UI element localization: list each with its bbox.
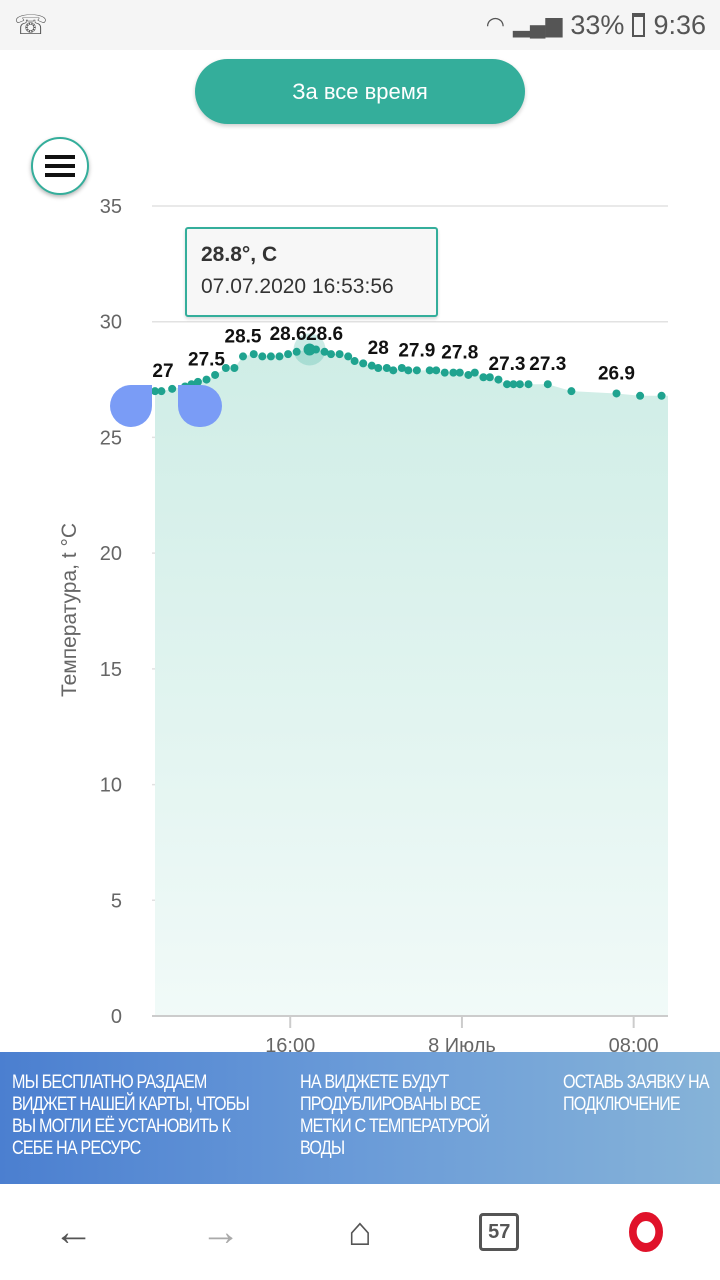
banner-text-2: На виджете будут продублированы все метк…: [300, 1072, 490, 1159]
data-point: [503, 380, 512, 389]
back-icon[interactable]: ←: [53, 1209, 94, 1254]
battery-icon: [632, 13, 646, 37]
data-point: [275, 352, 284, 361]
data-label: 27: [152, 361, 173, 382]
data-point: [292, 347, 301, 356]
area-fill: [155, 349, 668, 1016]
data-point: [359, 359, 368, 368]
data-label: 26.9: [598, 363, 635, 384]
overlay-handle-right[interactable]: [178, 385, 222, 427]
data-point: [389, 366, 398, 375]
widget-ad-banner[interactable]: Мы бесплатно раздаем виджет нашей карты,…: [0, 1052, 720, 1184]
data-point: [479, 373, 488, 382]
data-point: [367, 361, 376, 370]
status-bar: ☏ ◠ ▂▄▆ 33% 9:36: [0, 0, 720, 50]
y-tick-label: 25: [100, 427, 122, 449]
y-tick-label: 20: [100, 543, 122, 565]
data-point: [193, 377, 202, 386]
data-point: [350, 357, 359, 366]
home-icon[interactable]: ⌂: [347, 1209, 373, 1254]
data-label: 27.9: [398, 340, 435, 361]
data-point: [470, 368, 479, 377]
data-point: [509, 380, 518, 389]
data-point: [524, 380, 533, 389]
data-label: 27.5: [188, 350, 225, 371]
wifi-icon: ◠: [485, 12, 505, 37]
y-axis-label: Температура, t °C: [58, 523, 81, 697]
y-tick-label: 5: [111, 890, 122, 912]
data-point: [221, 364, 230, 372]
data-point: [202, 375, 211, 384]
data-label: 28: [368, 338, 389, 359]
data-point: [327, 350, 336, 359]
data-point: [494, 375, 503, 384]
data-point: [397, 364, 406, 372]
y-tick-label: 30: [100, 312, 122, 334]
data-point: [425, 366, 434, 375]
battery-level: 33%: [570, 9, 625, 40]
clock: 9:36: [653, 9, 706, 40]
data-point: [157, 387, 166, 396]
data-point: [151, 387, 159, 396]
tabs-button[interactable]: 57: [479, 1213, 520, 1251]
data-point: [374, 364, 383, 372]
period-button[interactable]: За все время: [195, 59, 525, 124]
y-tick-label: 0: [111, 1006, 122, 1028]
highlighted-point: [303, 343, 316, 356]
data-point: [168, 384, 177, 393]
data-point: [636, 391, 645, 400]
data-label: 27.3: [489, 354, 526, 375]
data-point: [249, 350, 258, 359]
data-label: 28.6: [306, 324, 343, 345]
data-point: [211, 370, 220, 379]
overlay-handle-left[interactable]: [110, 385, 152, 427]
data-point: [657, 391, 666, 400]
data-point: [382, 364, 391, 372]
data-point: [230, 364, 239, 372]
opera-icon[interactable]: [629, 1212, 664, 1252]
x-tick-label: 16:00: [265, 1035, 315, 1057]
data-point: [404, 366, 413, 375]
chart-tooltip: 28.8°, C 07.07.2020 16:53:56: [185, 227, 438, 317]
data-point: [258, 352, 267, 361]
forward-icon[interactable]: →: [200, 1209, 241, 1254]
data-point: [455, 368, 464, 377]
x-tick-label: 8 Июль: [428, 1035, 496, 1057]
data-label: 28.6: [270, 324, 307, 345]
data-point: [440, 368, 449, 377]
data-point: [612, 389, 621, 398]
banner-text-1: Мы бесплатно раздаем виджет нашей карты,…: [12, 1072, 250, 1159]
data-point: [412, 366, 421, 375]
hamburger-icon: [45, 155, 75, 159]
data-point: [320, 347, 329, 356]
data-point: [449, 368, 458, 377]
x-tick-label: 08:00: [609, 1035, 659, 1057]
data-label: 27.8: [441, 343, 478, 364]
y-tick-label: 35: [100, 196, 122, 218]
banner-text-3: Оставь заявку на подключение: [563, 1072, 710, 1115]
data-point: [485, 373, 494, 382]
data-point: [335, 350, 344, 359]
data-point: [344, 352, 353, 361]
data-point: [567, 387, 576, 396]
data-point: [284, 350, 293, 359]
browser-nav-bar: ← → ⌂ 57: [0, 1184, 720, 1280]
temperature-chart: 0 5 10 15 20 25 30 35 16:00 8 Июль 08:00 Температур…: [58, 196, 668, 1057]
data-label: 28.5: [225, 326, 262, 347]
data-point: [515, 380, 524, 389]
y-tick-label: 10: [100, 775, 122, 797]
signal-icon: ▂▄▆: [512, 12, 563, 37]
data-label: 27.3: [529, 354, 566, 375]
data-point: [464, 370, 473, 379]
tooltip-value: 28.8°, C: [201, 243, 278, 266]
data-point: [239, 352, 248, 361]
tooltip-datetime: 07.07.2020 16:53:56: [201, 275, 394, 298]
viber-icon: ☏: [14, 9, 48, 40]
data-point: [543, 380, 552, 389]
y-tick-label: 15: [100, 659, 122, 681]
menu-button[interactable]: [31, 137, 89, 195]
data-point: [432, 366, 441, 375]
data-point: [266, 352, 275, 361]
